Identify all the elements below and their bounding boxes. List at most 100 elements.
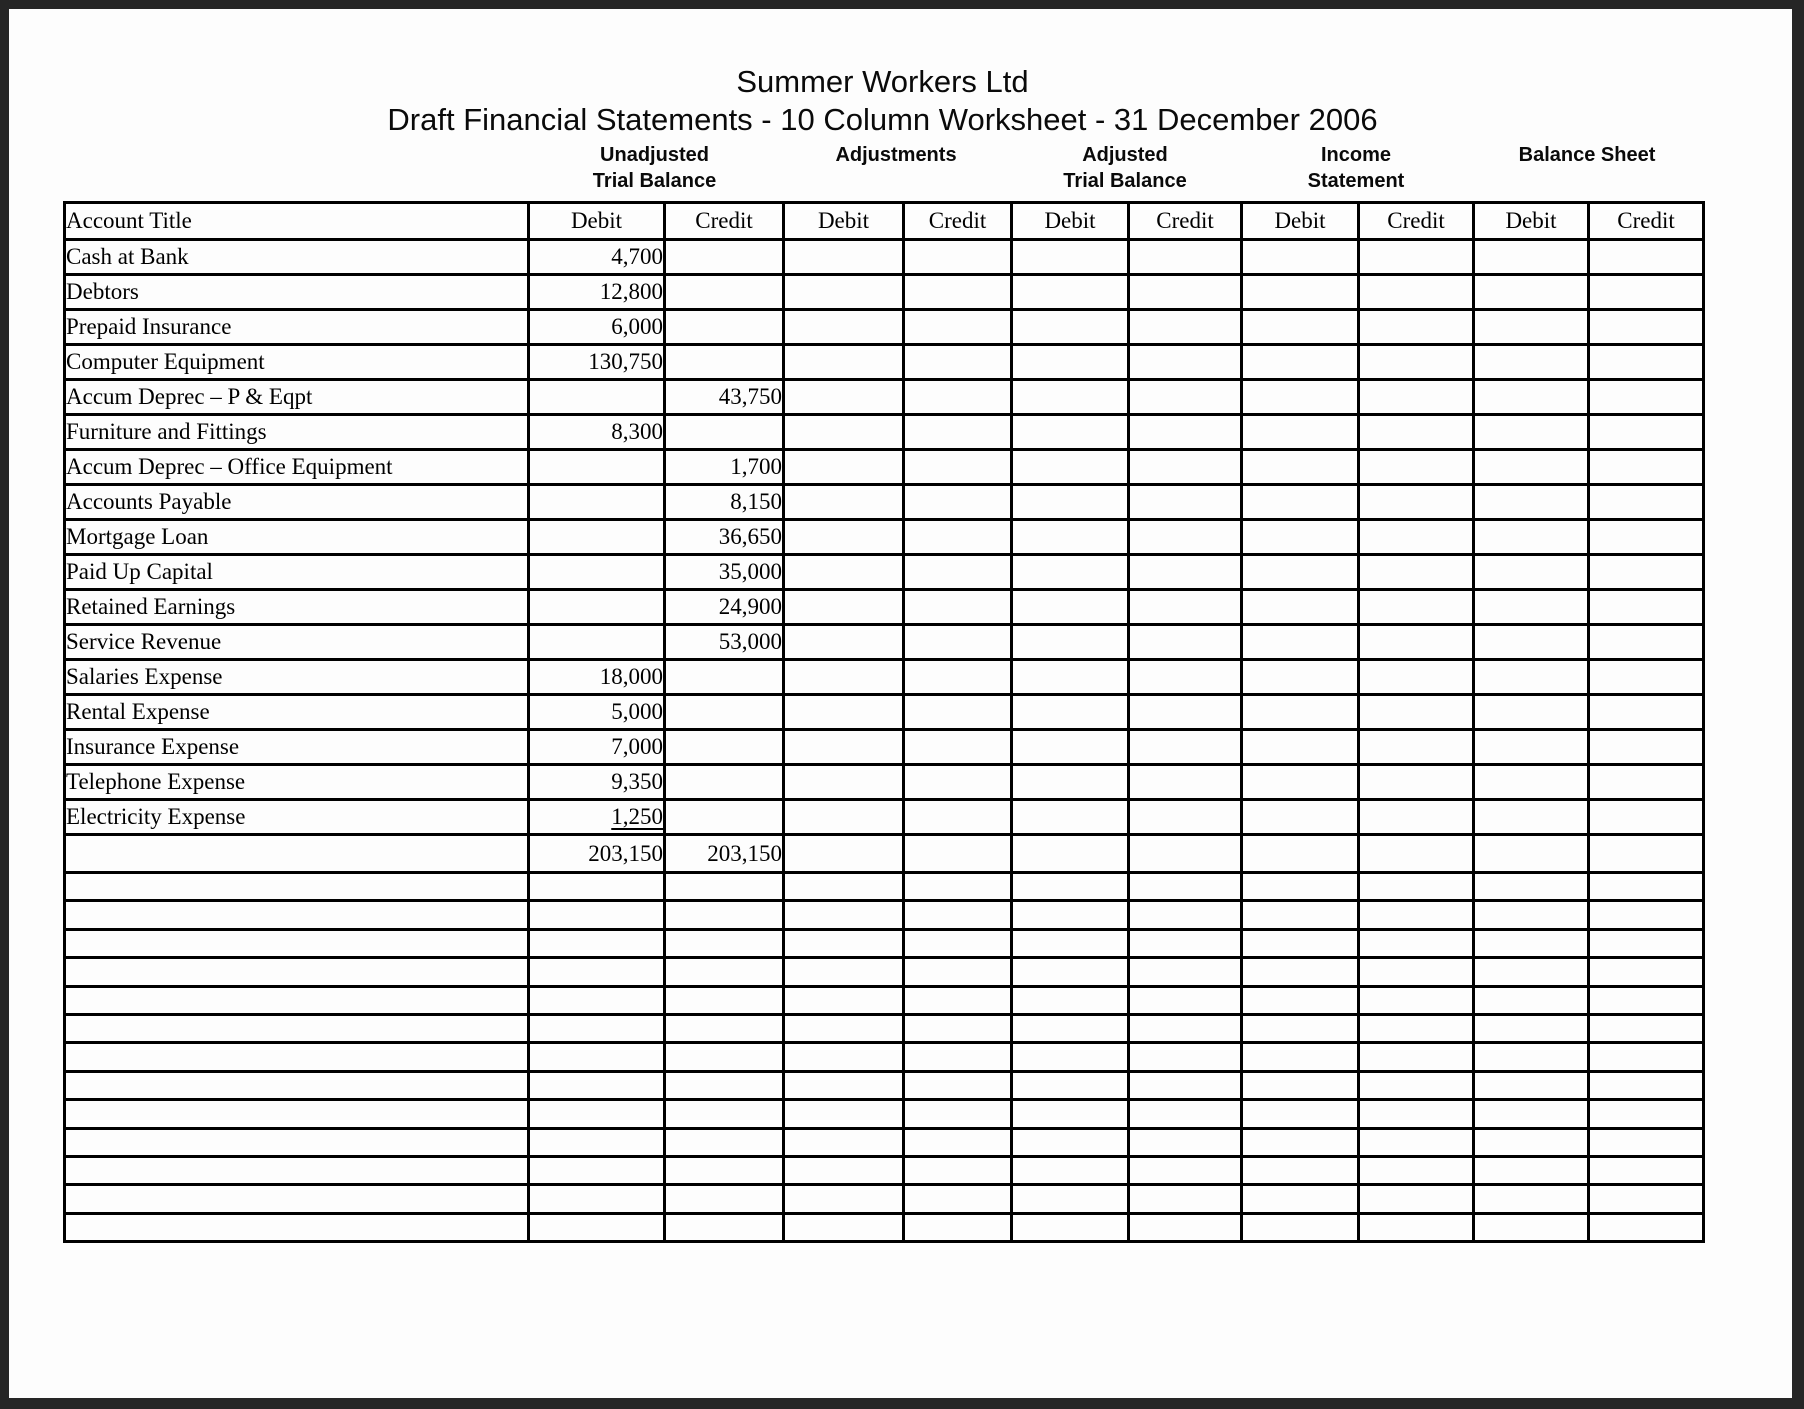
- empty-amount-cell: [1357, 238, 1475, 276]
- empty-amount-cell: [1010, 343, 1130, 381]
- empty-amount-cell: [1472, 658, 1590, 696]
- empty-cell: [527, 1041, 666, 1073]
- empty-cell: [1010, 927, 1130, 960]
- empty-cell: [902, 1012, 1013, 1045]
- empty-cell: [782, 1012, 905, 1045]
- empty-cell: [527, 1126, 666, 1158]
- table-row: Salaries Expense 18,000: [63, 658, 1705, 696]
- empty-amount-cell: [902, 833, 1013, 874]
- empty-cell: [1127, 984, 1243, 1016]
- unadjusted-credit-cell: [663, 308, 785, 346]
- empty-amount-cell: [902, 448, 1013, 486]
- empty-amount-cell: [782, 833, 905, 874]
- empty-amount-cell: [782, 483, 905, 521]
- document-title: Draft Financial Statements - 10 Column W…: [387, 102, 1378, 137]
- empty-cell: [1127, 1211, 1243, 1244]
- empty-cell: [663, 1069, 785, 1102]
- empty-amount-cell: [782, 378, 905, 416]
- empty-cell: [902, 1183, 1013, 1215]
- empty-amount-cell: [1587, 623, 1705, 661]
- empty-cell: [1010, 956, 1130, 988]
- unadjusted-credit-cell: 35,000: [663, 553, 785, 591]
- empty-cell: [1472, 1154, 1590, 1187]
- empty-amount-cell: [1240, 693, 1360, 731]
- empty-amount-cell: [1357, 308, 1475, 346]
- credit-column-header: Credit: [663, 201, 785, 241]
- debit-column-header: Debit: [1010, 201, 1130, 241]
- empty-amount-cell: [782, 308, 905, 346]
- empty-row: [63, 899, 1705, 931]
- empty-amount-cell: [1127, 763, 1243, 801]
- unadjusted-debit-cell: 5,000: [527, 693, 666, 731]
- empty-amount-cell: [1127, 658, 1243, 696]
- empty-cell: [1240, 870, 1360, 903]
- empty-cell: [1357, 1041, 1475, 1073]
- empty-amount-cell: [1240, 833, 1360, 874]
- empty-cell: [1127, 1012, 1243, 1045]
- empty-cell: [527, 1211, 666, 1244]
- empty-amount-cell: [782, 763, 905, 801]
- empty-cell: [1357, 870, 1475, 903]
- account-name-cell: Mortgage Loan: [63, 518, 530, 556]
- empty-cell: [1357, 927, 1475, 960]
- unadjusted-debit-cell: [527, 483, 666, 521]
- empty-amount-cell: [782, 343, 905, 381]
- table-row: Accounts Payable 8,150: [63, 483, 1705, 521]
- empty-amount-cell: [1587, 448, 1705, 486]
- empty-cell: [1010, 1211, 1130, 1244]
- unadjusted-credit-cell: 8,150: [663, 483, 785, 521]
- empty-row: [63, 984, 1705, 1016]
- debit-column-header: Debit: [782, 201, 905, 241]
- empty-amount-cell: [1010, 238, 1130, 276]
- empty-cell: [1010, 1154, 1130, 1187]
- empty-amount-cell: [1010, 763, 1130, 801]
- empty-cell: [782, 870, 905, 903]
- empty-amount-cell: [1240, 728, 1360, 766]
- credit-column-header: Credit: [1357, 201, 1475, 241]
- empty-amount-cell: [1240, 763, 1360, 801]
- empty-cell: [1357, 956, 1475, 988]
- credit-column-header: Credit: [1587, 201, 1705, 241]
- empty-amount-cell: [782, 623, 905, 661]
- empty-amount-cell: [902, 308, 1013, 346]
- empty-amount-cell: [1587, 308, 1705, 346]
- empty-cell: [1010, 1041, 1130, 1073]
- empty-row: [63, 870, 1705, 903]
- account-name-cell: Insurance Expense: [63, 728, 530, 766]
- unadjusted-credit-cell: [663, 658, 785, 696]
- empty-cell: [527, 956, 666, 988]
- table-row: Telephone Expense 9,350: [63, 763, 1705, 801]
- empty-amount-cell: [1472, 833, 1590, 874]
- empty-amount-cell: [1472, 518, 1590, 556]
- table-row: Rental Expense 5,000: [63, 693, 1705, 731]
- empty-cell: [1587, 956, 1705, 988]
- empty-amount-cell: [1010, 623, 1130, 661]
- empty-cell: [1587, 1069, 1705, 1102]
- empty-cell: [1472, 1098, 1590, 1130]
- unadjusted-debit-cell: 18,000: [527, 658, 666, 696]
- empty-cell: [1587, 899, 1705, 931]
- empty-cell: [1010, 870, 1130, 903]
- empty-cell: [1357, 899, 1475, 931]
- account-name-cell: Accum Deprec – P & Eqpt: [63, 378, 530, 416]
- empty-cell: [1587, 1098, 1705, 1130]
- empty-amount-cell: [902, 553, 1013, 591]
- empty-cell: [1587, 1041, 1705, 1073]
- company-name: Summer Workers Ltd: [736, 64, 1029, 99]
- empty-amount-cell: [1010, 448, 1130, 486]
- empty-amount-cell: [1357, 413, 1475, 451]
- column-group-label-line2: Trial Balance: [1063, 170, 1187, 192]
- unadjusted-debit-cell: 6,000: [527, 308, 666, 346]
- empty-cell: [782, 1041, 905, 1073]
- empty-amount-cell: [902, 588, 1013, 626]
- table-row: Paid Up Capital 35,000: [63, 553, 1705, 591]
- credit-column-header: Credit: [1127, 201, 1243, 241]
- empty-amount-cell: [1587, 343, 1705, 381]
- empty-amount-cell: [902, 798, 1013, 836]
- empty-cell: [1127, 1154, 1243, 1187]
- empty-cell: [63, 870, 530, 903]
- unadjusted-debit-cell: 12,800: [527, 273, 666, 311]
- empty-cell: [527, 870, 666, 903]
- empty-cell: [1357, 1012, 1475, 1045]
- empty-cell: [902, 1098, 1013, 1130]
